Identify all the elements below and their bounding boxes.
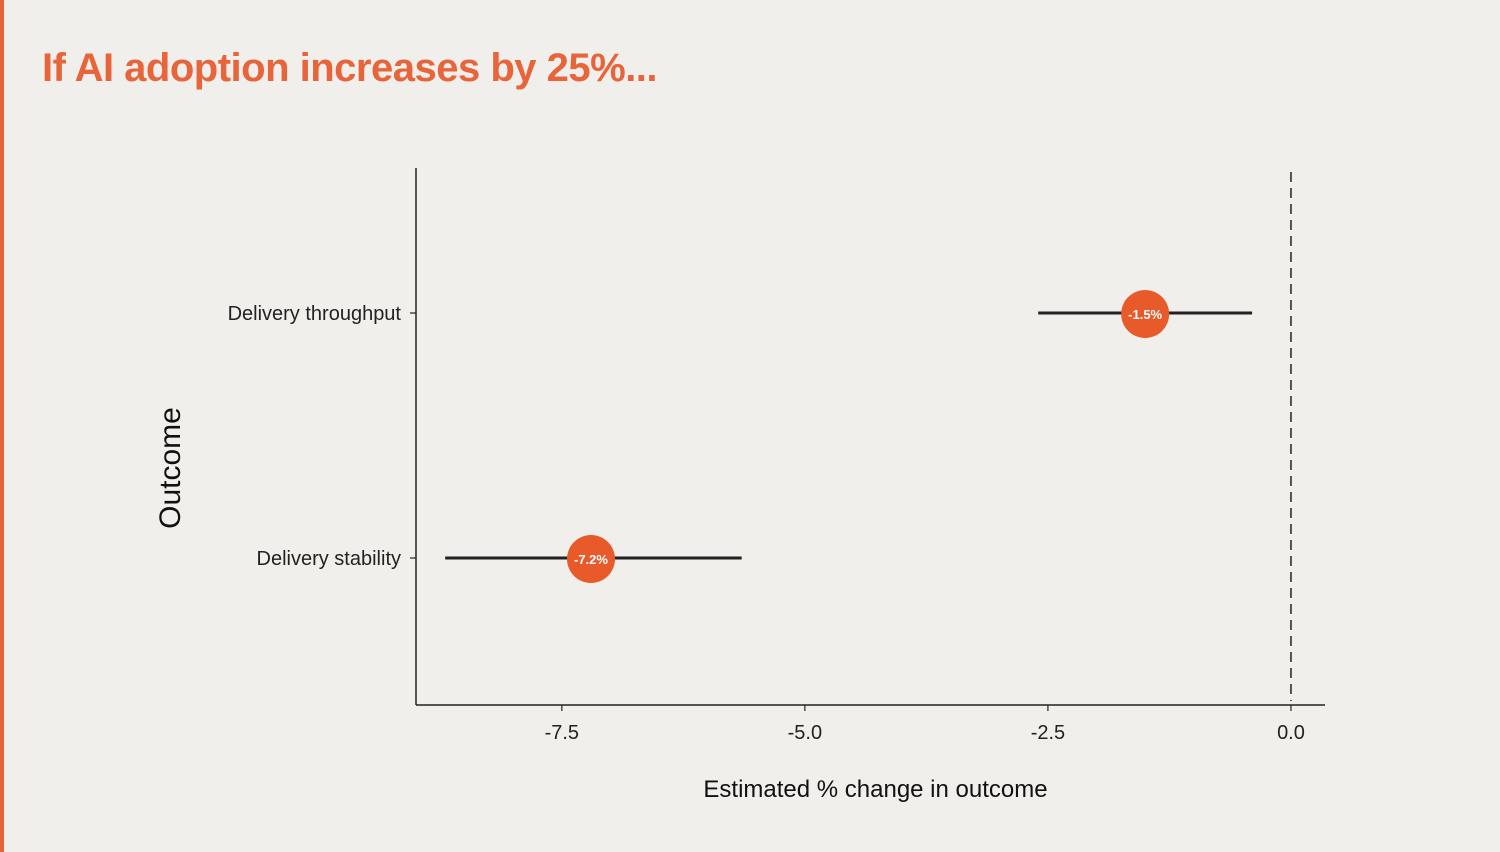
estimate-label: -7.2% xyxy=(574,552,608,567)
page-title: If AI adoption increases by 25%... xyxy=(42,46,658,90)
accent-bar xyxy=(0,0,4,852)
y-category-label: Delivery throughput xyxy=(228,303,402,325)
axes: -7.5 -5.0 -2.5 0.0 Delivery throughput Delive… xyxy=(154,168,1325,803)
x-tick-label: 0.0 xyxy=(1277,722,1305,744)
data-point-group: -1.5% xyxy=(1038,290,1253,338)
x-tick-label: -5.0 xyxy=(788,722,822,744)
estimate-point xyxy=(566,535,615,583)
x-axis-title: Estimated % change in outcome xyxy=(703,776,1047,803)
x-tick-label: -2.5 xyxy=(1031,722,1065,744)
y-axis-title: Outcome xyxy=(154,407,187,529)
chart-marks: -1.5% -7.2% xyxy=(445,290,1253,583)
x-tick-label: -7.5 xyxy=(545,722,579,744)
estimate-point xyxy=(1121,290,1170,338)
estimate-label: -1.5% xyxy=(1128,307,1162,322)
y-category-label: Delivery stability xyxy=(257,548,401,570)
data-point-group: -7.2% xyxy=(445,535,742,583)
